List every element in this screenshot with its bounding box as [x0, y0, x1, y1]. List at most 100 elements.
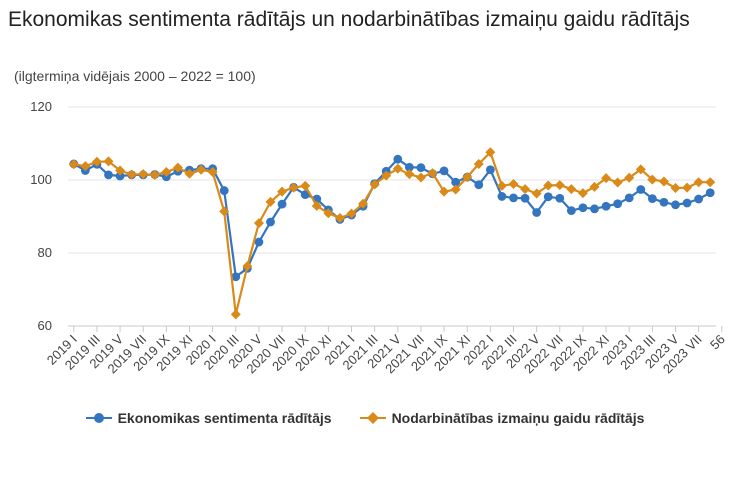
legend-item-series-1[interactable]: Ekonomikas sentimenta rādītājs	[85, 410, 332, 426]
chart-subtitle: (ilgtermiņa vidējais 2000 – 2022 = 100)	[14, 68, 256, 84]
data-point	[520, 184, 531, 195]
y-tick-label: 60	[38, 318, 52, 333]
data-point	[404, 162, 414, 172]
data-point	[705, 177, 716, 188]
data-point	[300, 190, 310, 200]
data-point	[497, 192, 507, 201]
legend-label-series-2: Nodarbinātības izmaiņu gaidu rādītājs	[391, 410, 645, 426]
data-point	[207, 166, 218, 177]
data-point	[288, 182, 299, 193]
data-point	[612, 177, 623, 188]
data-point	[555, 193, 565, 203]
data-point	[439, 166, 449, 176]
data-point	[590, 204, 599, 214]
data-point	[670, 183, 681, 194]
data-point	[474, 180, 484, 190]
grid-layer	[68, 106, 716, 327]
data-point	[68, 159, 79, 170]
legend-diamond-marker-icon	[359, 412, 386, 424]
data-point	[624, 193, 634, 203]
data-point	[196, 164, 207, 175]
chart-title: Ekonomikas sentimenta rādītājs un nodarb…	[8, 8, 690, 31]
data-point	[462, 172, 473, 183]
data-point	[531, 188, 542, 199]
data-point	[658, 176, 669, 187]
data-point	[566, 184, 577, 195]
data-point	[439, 186, 450, 197]
data-point	[635, 164, 646, 175]
legend-label-series-1: Ekonomikas sentimenta rādītājs	[117, 410, 332, 426]
data-point	[577, 188, 588, 199]
data-point	[381, 170, 392, 181]
x-tick-label: 56	[707, 332, 728, 353]
data-point	[254, 237, 264, 247]
data-point	[346, 208, 357, 219]
data-point	[103, 156, 114, 167]
data-point	[253, 218, 264, 229]
data-point	[172, 162, 183, 173]
data-point	[520, 193, 530, 203]
data-point	[450, 184, 461, 195]
data-point	[149, 169, 160, 180]
data-point	[601, 201, 611, 211]
data-point	[242, 261, 253, 272]
data-point	[230, 309, 241, 320]
data-point	[231, 272, 241, 282]
y-tick-label: 100	[30, 172, 52, 187]
data-point	[427, 168, 438, 179]
data-point	[578, 203, 588, 213]
data-point	[277, 199, 287, 209]
data-point	[104, 170, 113, 180]
data-point	[554, 180, 565, 191]
data-point	[138, 169, 149, 180]
data-point	[80, 161, 91, 172]
data-point	[311, 200, 322, 211]
data-point	[393, 154, 403, 164]
legend: Ekonomikas sentimenta rādītājs Nodarbinā…	[0, 410, 730, 426]
data-point	[624, 172, 635, 183]
data-point	[219, 186, 229, 195]
data-point	[566, 206, 576, 216]
data-point	[543, 180, 554, 191]
data-point	[219, 206, 230, 217]
data-point	[126, 169, 137, 180]
data-point	[369, 179, 380, 190]
data-point	[161, 166, 172, 177]
data-point	[300, 180, 311, 191]
data-point	[682, 182, 693, 193]
data-point	[693, 177, 704, 188]
data-point	[496, 180, 507, 191]
data-point	[613, 199, 623, 209]
series-layer	[68, 147, 716, 320]
y-tick-label: 120	[30, 99, 52, 114]
data-point	[671, 200, 680, 210]
data-point	[277, 186, 288, 197]
data-point	[416, 163, 426, 172]
data-point	[404, 169, 415, 180]
data-point	[509, 193, 518, 203]
data-point	[485, 165, 495, 175]
legend-item-series-2[interactable]: Nodarbinātības izmaiņu gaidu rādītājs	[359, 410, 645, 426]
data-point	[636, 185, 646, 194]
data-point	[543, 192, 553, 202]
series-2	[68, 147, 716, 320]
data-point	[91, 156, 102, 167]
data-point	[682, 198, 692, 208]
data-point	[184, 168, 195, 179]
y-axis: 60 80 100 120	[30, 99, 52, 333]
data-point	[358, 198, 369, 209]
data-point	[647, 174, 658, 185]
data-point	[659, 197, 669, 207]
data-point	[647, 194, 657, 204]
data-point	[694, 194, 704, 204]
data-point	[508, 179, 519, 190]
data-point	[485, 147, 496, 158]
data-point	[589, 181, 600, 192]
y-tick-label: 80	[38, 245, 52, 260]
data-point	[334, 212, 345, 223]
data-point	[532, 208, 542, 217]
data-point	[115, 165, 126, 176]
legend-circle-marker-icon	[85, 413, 112, 423]
